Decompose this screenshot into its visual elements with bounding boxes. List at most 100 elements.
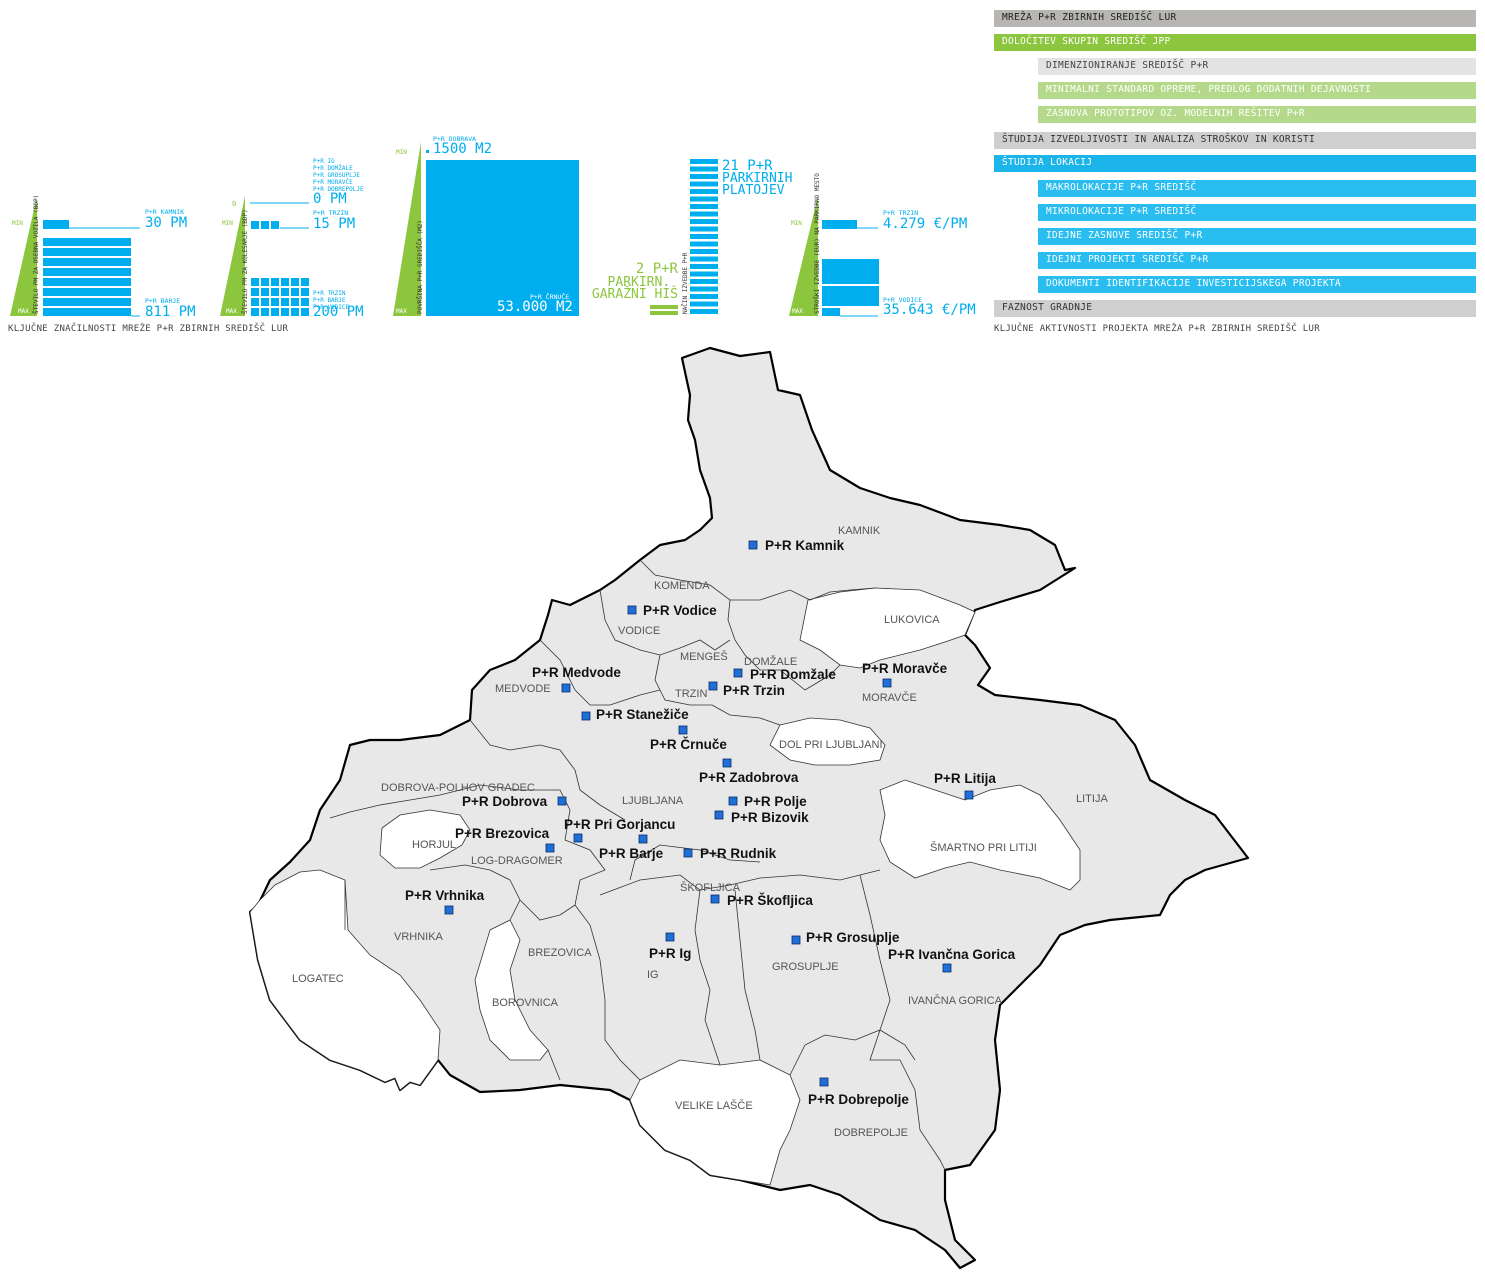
min-site: P+R DOBRAVA bbox=[433, 135, 476, 143]
activity-item: MINIMALNI STANDARD OPREME, PREDLOG DODAT… bbox=[1038, 82, 1476, 99]
marker-barje[interactable] bbox=[638, 834, 648, 844]
activity-item: MAKROLOKACIJE P+R SREDIŠČ bbox=[1038, 180, 1476, 197]
marker-domzale[interactable] bbox=[733, 668, 743, 678]
activity-item: DOKUMENTI IDENTIFIKACIJE INVESTICIJSKEGA… bbox=[1038, 276, 1476, 293]
municipality-labels: KAMNIK KOMENDA LUKOVICA VODICE MENGEŠ DO… bbox=[292, 525, 1108, 1139]
marker-grosuplje[interactable] bbox=[791, 935, 801, 945]
label-dol: DOL PRI LJUBLJANI bbox=[779, 739, 883, 751]
marker-medvode[interactable] bbox=[561, 683, 571, 693]
activity-label: MAKROLOKACIJE P+R SREDIŠČ bbox=[1046, 182, 1197, 193]
marker-zadobrova[interactable] bbox=[722, 758, 732, 768]
mid-bar bbox=[822, 259, 879, 284]
stop-bizovik: P+R Bizovik bbox=[731, 810, 809, 825]
activity-item: ZASNOVA PROTOTIPOV OZ. MODELNIH REŠITEV … bbox=[1038, 106, 1476, 123]
stop-pri-gorjancu: P+R Pri Gorjancu bbox=[564, 817, 675, 832]
activity-item: FAZNOST GRADNJE bbox=[994, 300, 1476, 317]
marker-vrhnika[interactable] bbox=[444, 905, 454, 915]
marker-ig[interactable] bbox=[665, 932, 675, 942]
marker-trzin[interactable] bbox=[708, 681, 718, 691]
label-log-dragomer: LOG-DRAGOMER bbox=[471, 855, 563, 867]
min-tag: MIN bbox=[12, 220, 23, 227]
label-lukovica: LUKOVICA bbox=[884, 614, 940, 626]
axis-label: ŠTEVILO PM ZA OSEBNA VOZILA (BDP) bbox=[33, 195, 40, 314]
construction-chart: NAČIN IZVEDBE P+R 2 P+R PARKIRN. GARAŽNI… bbox=[592, 158, 800, 315]
municipal-borders bbox=[329, 559, 946, 1171]
min-value: 1500 M2 bbox=[433, 141, 492, 157]
min-tag: MIN bbox=[791, 220, 802, 227]
min-bar-stack bbox=[251, 221, 279, 229]
marker-rudnik[interactable] bbox=[683, 848, 693, 858]
activity-item: IDEJNE ZASNOVE SREDIŠČ P+R bbox=[1038, 228, 1476, 245]
marker-dobrova[interactable] bbox=[557, 796, 567, 806]
garage-bar bbox=[650, 311, 678, 315]
marker-moravce[interactable] bbox=[882, 678, 892, 688]
min-bar bbox=[43, 220, 69, 229]
activity-item: IDEJNI PROJEKTI SREDIŠČ P+R bbox=[1038, 252, 1476, 269]
label-skofljica: ŠKOFLJICA bbox=[680, 881, 741, 894]
stop-barje: P+R Barje bbox=[599, 846, 664, 861]
marker-dobrepolje[interactable] bbox=[819, 1077, 829, 1087]
max-grid bbox=[251, 278, 309, 316]
max-value: 200 PM bbox=[313, 304, 364, 320]
label-borovnica: BOROVNICA bbox=[492, 997, 559, 1009]
stop-dobrova: P+R Dobrova bbox=[462, 794, 548, 809]
garage-label: PARKIRN. GARAŽNI HIŠ bbox=[592, 275, 678, 302]
max-value: 811 PM bbox=[145, 304, 196, 320]
max-tag: MAX bbox=[792, 308, 803, 315]
stop-stanezice: P+R Stanežiče bbox=[596, 707, 689, 722]
activity-item: ŠTUDIJA LOKACIJ bbox=[994, 155, 1476, 172]
marker-vodice[interactable] bbox=[627, 605, 637, 615]
min-value: 15 PM bbox=[313, 216, 355, 232]
car-spaces-chart: MAX MIN ŠTEVILO PM ZA OSEBNA VOZILA (BDP… bbox=[10, 195, 196, 320]
scale-wedge bbox=[789, 196, 818, 316]
label-litija: LITIJA bbox=[1076, 793, 1108, 805]
pr-labels: P+R Kamnik P+R Vodice P+R Medvode P+R Do… bbox=[405, 538, 1016, 1107]
marker-pri-gorjancu[interactable] bbox=[573, 833, 583, 843]
stop-litija: P+R Litija bbox=[934, 771, 996, 786]
label-vodice: VODICE bbox=[618, 625, 660, 637]
activity-item: MREŽA P+R ZBIRNIH SREDIŠČ LUR bbox=[994, 10, 1476, 27]
stop-brezovica: P+R Brezovica bbox=[455, 826, 550, 841]
stop-dobrepolje: P+R Dobrepolje bbox=[808, 1092, 909, 1107]
min-bar bbox=[426, 150, 429, 153]
marker-ivancna[interactable] bbox=[942, 963, 952, 973]
platform-bar-stack bbox=[690, 159, 718, 314]
max-bar bbox=[822, 308, 840, 316]
marker-skofljica[interactable] bbox=[710, 894, 720, 904]
bike-spaces-chart: MAX MIN 0 ŠTEVILO PM ZA KOLESARJE (BDP) … bbox=[220, 158, 364, 320]
marker-brezovica[interactable] bbox=[545, 843, 555, 853]
stop-vodice: P+R Vodice bbox=[643, 603, 717, 618]
platform-label: PARKIRNIH PLATOJEV bbox=[722, 171, 800, 198]
max-site: P+R BARJE bbox=[145, 297, 180, 305]
marker-kamnik[interactable] bbox=[748, 540, 758, 550]
stop-crnuce: P+R Črnuče bbox=[650, 737, 727, 752]
min-site: P+R TRZIN bbox=[313, 209, 348, 217]
label-horjul: HORJUL bbox=[412, 839, 456, 851]
min-tag: MIN bbox=[396, 149, 407, 156]
max-tag: MAX bbox=[18, 308, 29, 315]
marker-litija[interactable] bbox=[964, 790, 974, 800]
max-value: 35.643 €/PM bbox=[883, 302, 976, 318]
marker-crnuce[interactable] bbox=[678, 725, 688, 735]
min-value: 4.279 €/PM bbox=[883, 216, 967, 232]
label-trzin: TRZIN bbox=[675, 688, 707, 700]
cost-chart: MAX MIN STROŠKI IZVEDBE (EUR) NA PARKIRN… bbox=[789, 173, 976, 318]
platform-value: 21 P+R bbox=[722, 158, 773, 174]
label-grosuplje: GROSUPLJE bbox=[772, 961, 839, 973]
activity-label: DIMENZIONIRANJE SREDIŠČ P+R bbox=[1046, 60, 1209, 71]
marker-bizovik[interactable] bbox=[714, 810, 724, 820]
stop-rudnik: P+R Rudnik bbox=[700, 846, 777, 861]
min-bar bbox=[822, 220, 857, 229]
marker-polje[interactable] bbox=[728, 796, 738, 806]
activity-label: ZASNOVA PROTOTIPOV OZ. MODELNIH REŠITEV … bbox=[1046, 108, 1305, 119]
stop-domzale: P+R Domžale bbox=[750, 667, 836, 682]
max-sites: P+R TRZIN P+R BARJE P+R VODICE bbox=[313, 290, 350, 311]
marker-stanezice[interactable] bbox=[581, 711, 591, 721]
min-value: 30 PM bbox=[145, 215, 187, 231]
stop-vrhnika: P+R Vrhnika bbox=[405, 888, 485, 903]
activity-label: MINIMALNI STANDARD OPREME, PREDLOG DODAT… bbox=[1046, 84, 1372, 95]
activities-caption: KLJUČNE AKTIVNOSTI PROJEKTA MREŽA P+R ZB… bbox=[994, 324, 1320, 334]
activity-label: DOLOČITEV SKUPIN SREDIŠČ JPP bbox=[1002, 36, 1171, 47]
label-moravce: MORAVČE bbox=[862, 691, 917, 704]
